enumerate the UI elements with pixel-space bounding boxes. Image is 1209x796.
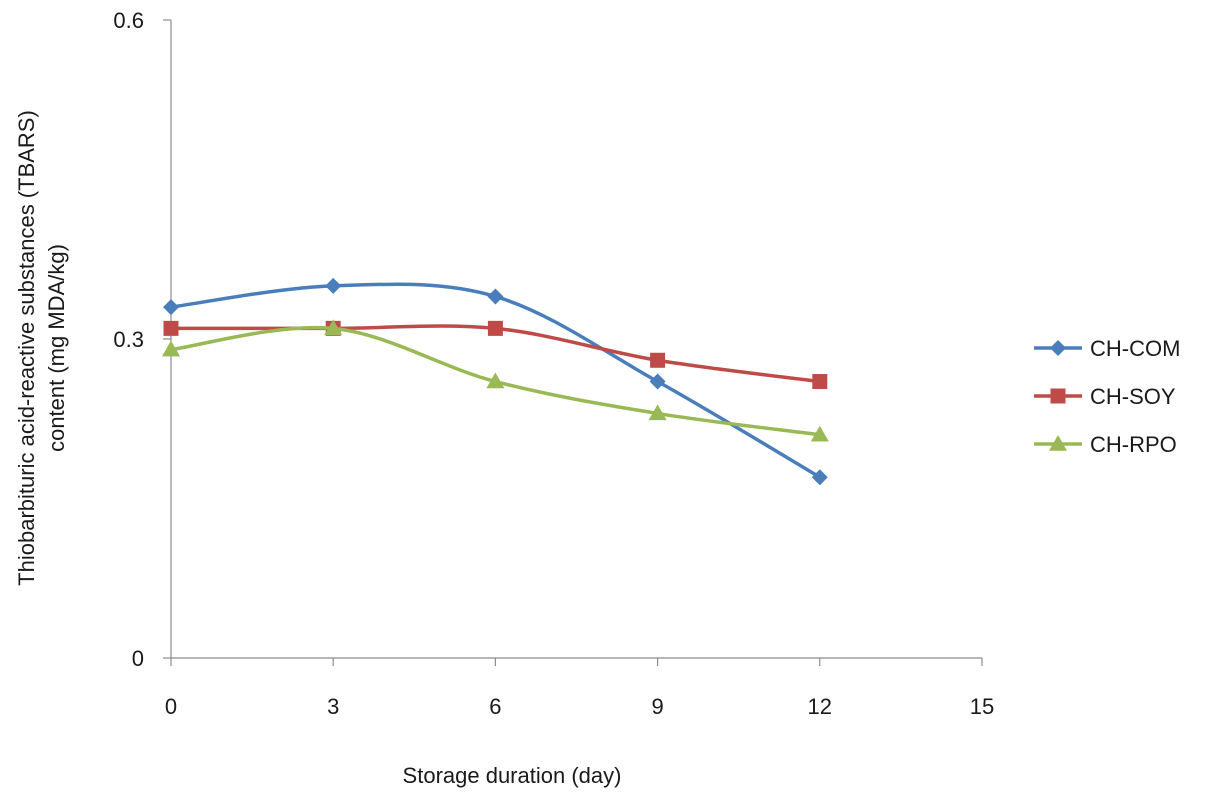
x-tick-label: 0 xyxy=(165,694,177,719)
y-axis-title-line-1: Thiobarbituric acid-reactive substances … xyxy=(14,110,39,586)
y-tick-label: 0.6 xyxy=(113,8,144,33)
y-tick-label: 0 xyxy=(132,646,144,671)
x-tick-label: 3 xyxy=(327,694,339,719)
data-point-ch-soy xyxy=(812,374,828,390)
series-layer xyxy=(162,277,829,486)
data-point-ch-soy xyxy=(487,320,503,336)
data-point-ch-rpo xyxy=(486,372,505,389)
y-tick-labels: 0 0.3 0.6 xyxy=(113,8,144,671)
y-tick-label: 0.3 xyxy=(113,327,144,352)
data-point-ch-rpo xyxy=(648,404,667,421)
data-point-ch-com xyxy=(163,299,179,316)
x-tick-label: 12 xyxy=(808,694,832,719)
x-tick-label: 9 xyxy=(651,694,663,719)
x-tick-label: 6 xyxy=(489,694,501,719)
x-tick-labels: 0 3 6 9 12 15 xyxy=(165,694,994,719)
data-point-ch-rpo xyxy=(324,319,343,336)
y-axis-title-line-2: content (mg MDA/kg) xyxy=(44,244,69,452)
data-point-ch-com xyxy=(487,288,504,305)
data-point-ch-rpo xyxy=(162,340,180,357)
legend-label-ch-com: CH-COM xyxy=(1090,336,1180,361)
y-axis-title: Thiobarbituric acid-reactive substances … xyxy=(14,110,69,586)
legend-label-ch-soy: CH-SOY xyxy=(1090,384,1176,409)
legend-marker-ch-com xyxy=(1050,340,1066,356)
data-point-ch-soy xyxy=(163,320,179,336)
legend-marker-ch-soy xyxy=(1050,388,1066,404)
legend-item-ch-com: CH-COM xyxy=(1034,336,1180,361)
legend-item-ch-soy: CH-SOY xyxy=(1034,384,1176,409)
series-ch-rpo xyxy=(162,319,829,442)
data-point-ch-com xyxy=(811,469,828,486)
data-point-ch-soy xyxy=(650,352,666,368)
series-ch-com xyxy=(163,277,828,486)
legend-marker-ch-rpo xyxy=(1049,435,1067,451)
data-point-ch-rpo xyxy=(810,425,829,442)
x-axis-title: Storage duration (day) xyxy=(403,763,622,788)
data-point-ch-com xyxy=(325,277,342,294)
data-point-ch-com xyxy=(649,373,666,390)
legend-label-ch-rpo: CH-RPO xyxy=(1090,432,1177,457)
x-tick-label: 15 xyxy=(970,694,994,719)
legend: CH-COM CH-SOY CH-RPO xyxy=(1034,336,1180,457)
axes xyxy=(163,19,983,666)
legend-item-ch-rpo: CH-RPO xyxy=(1034,432,1177,457)
